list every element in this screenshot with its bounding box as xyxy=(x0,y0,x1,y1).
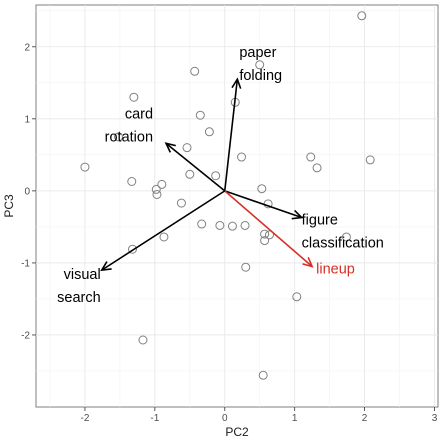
scatter-point xyxy=(159,232,169,242)
plot-panel xyxy=(35,4,439,408)
x-tick-label: -1 xyxy=(150,413,159,424)
vector-label: figure classification xyxy=(302,213,384,252)
loading-vector-arrowhead xyxy=(302,257,314,268)
loading-vector-arrowhead xyxy=(291,209,304,220)
y-tick-label: 2 xyxy=(24,42,30,53)
loading-vector-arrowhead xyxy=(231,77,242,89)
x-tick-label: 1 xyxy=(292,413,298,424)
vector-label: lineup xyxy=(316,262,355,278)
loading-vector-arrowhead xyxy=(164,142,176,153)
scatter-point xyxy=(151,184,161,194)
vector-label-line: classification xyxy=(302,236,384,252)
vector-label-line: folding xyxy=(239,68,282,84)
x-tick-label: 3 xyxy=(432,413,438,424)
vector-label-line: figure xyxy=(302,213,338,229)
vector-label-line: card xyxy=(125,106,153,122)
scatter-point xyxy=(185,169,195,179)
scatter-point xyxy=(197,219,207,229)
points-layer xyxy=(80,11,375,380)
loading-vector-arrowhead xyxy=(100,261,112,272)
scatter-point xyxy=(138,335,148,345)
vector-label: card rotation xyxy=(105,106,153,145)
scatter-point xyxy=(265,230,275,240)
scatter-point xyxy=(237,152,247,162)
scatter-point xyxy=(215,220,225,230)
scatter-point xyxy=(357,11,367,21)
loading-vector xyxy=(101,190,226,271)
loading-vector xyxy=(224,190,302,219)
vector-label-line: search xyxy=(57,290,101,306)
scatter-point xyxy=(204,127,214,137)
y-tick-label: 0 xyxy=(24,186,30,197)
scatter-point xyxy=(365,155,375,165)
scatter-point xyxy=(255,60,265,70)
vector-label-line: rotation xyxy=(105,129,153,145)
grid-minor xyxy=(36,5,438,407)
x-axis-title: PC2 xyxy=(225,425,249,439)
vector-label-line: visual xyxy=(64,267,101,283)
vector-label: paper folding xyxy=(239,45,282,84)
loading-vector xyxy=(165,142,226,192)
scatter-point xyxy=(312,163,322,173)
x-tick-label: 2 xyxy=(362,413,368,424)
vector-label-line: lineup xyxy=(316,262,355,278)
scatter-point xyxy=(127,177,137,187)
loading-vector xyxy=(224,190,313,268)
vectors-layer: paper folding card rotation figure classifica… xyxy=(57,45,384,306)
scatter-point xyxy=(80,162,90,172)
scatter-point xyxy=(113,132,123,142)
scatter-point xyxy=(152,189,162,199)
axes-layer: -2 -1 0 1 2 3 -2 -1 0 1 2 xyxy=(21,42,438,424)
scatter-point xyxy=(195,110,205,120)
loading-vector xyxy=(223,79,239,191)
scatter-point xyxy=(129,92,139,102)
scatter-point xyxy=(127,244,137,254)
scatter-point xyxy=(157,179,167,189)
scatter-point xyxy=(182,143,192,153)
y-tick-label: -1 xyxy=(21,258,30,269)
grid-major xyxy=(36,5,438,407)
vector-label-line: paper xyxy=(239,45,276,61)
vector-label: visual search xyxy=(57,267,101,306)
scatter-point xyxy=(257,184,267,194)
x-tick-label: -2 xyxy=(80,413,89,424)
scatter-point xyxy=(241,262,251,272)
y-axis-title: PC3 xyxy=(2,194,16,218)
x-tick-label: 0 xyxy=(222,413,228,424)
scatter-point xyxy=(341,232,351,242)
scatter-point xyxy=(306,152,316,162)
y-tick-label: 1 xyxy=(24,114,30,125)
scatter-point xyxy=(227,221,237,231)
scatter-point xyxy=(190,66,200,76)
scatter-point xyxy=(240,220,250,230)
scatter-point xyxy=(176,198,186,208)
scatter-point xyxy=(292,292,302,302)
y-tick-label: -2 xyxy=(21,330,30,341)
scatter-point xyxy=(260,229,270,239)
scatter-point xyxy=(211,171,221,181)
scatter-point xyxy=(258,370,268,380)
scatter-point xyxy=(260,236,270,246)
